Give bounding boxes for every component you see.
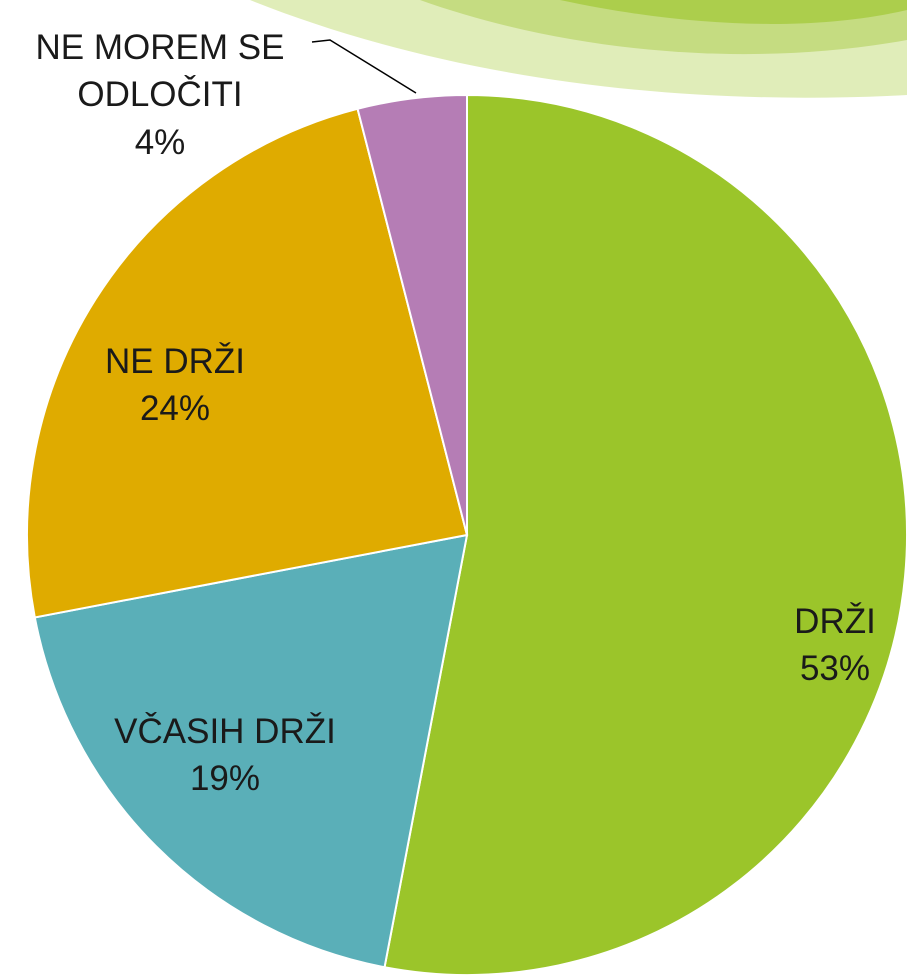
value-label: 4% bbox=[134, 122, 186, 162]
value-label: 24% bbox=[139, 389, 211, 428]
category-label: NE MOREM SE ODLOČITI bbox=[35, 28, 285, 115]
data-label: NE DRŽI 24% bbox=[55, 338, 295, 433]
swoosh bbox=[560, 0, 907, 24]
category-label: DRŽI bbox=[794, 601, 876, 641]
data-label: DRŽI 53% bbox=[735, 598, 907, 693]
value-label: 19% bbox=[189, 759, 261, 798]
data-label: NE MOREM SE ODLOČITI 4% bbox=[0, 24, 325, 166]
leader-line bbox=[311, 39, 417, 94]
value-label: 53% bbox=[799, 649, 871, 688]
pie bbox=[26, 93, 907, 976]
pie-slice bbox=[26, 107, 469, 619]
category-label: VČASIH DRŽI bbox=[114, 711, 336, 751]
pie-slice bbox=[33, 533, 469, 969]
category-label: NE DRŽI bbox=[105, 341, 245, 381]
decoration bbox=[250, 0, 907, 98]
data-label: VČASIH DRŽI 19% bbox=[65, 708, 385, 803]
pie-slice bbox=[383, 93, 907, 976]
pie-slice bbox=[356, 93, 468, 536]
